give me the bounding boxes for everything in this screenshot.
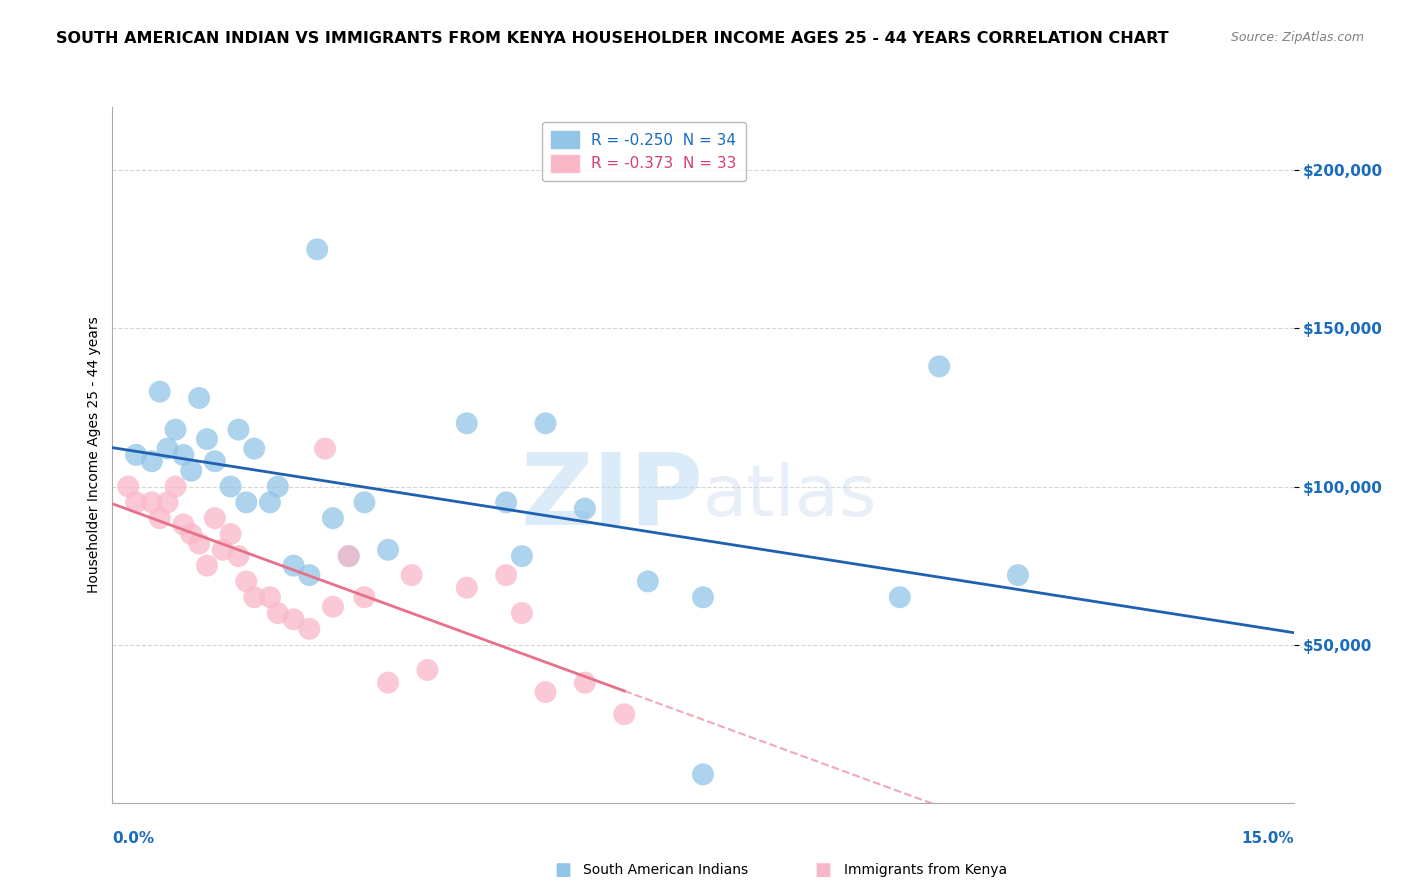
Point <box>510 606 533 620</box>
Point <box>283 558 305 573</box>
Point <box>149 384 172 399</box>
Text: South American Indians: South American Indians <box>583 863 748 877</box>
Point <box>125 448 148 462</box>
Point <box>172 448 194 462</box>
Point <box>298 622 321 636</box>
Point <box>235 574 257 589</box>
Point <box>228 423 250 437</box>
Point <box>574 501 596 516</box>
Point <box>298 568 321 582</box>
Point <box>692 591 714 605</box>
Point <box>337 549 360 563</box>
Point <box>337 549 360 563</box>
Point <box>613 707 636 722</box>
Text: 0.0%: 0.0% <box>112 831 155 846</box>
Point <box>928 359 950 374</box>
Point <box>377 675 399 690</box>
Point <box>456 581 478 595</box>
Point <box>692 767 714 781</box>
Legend: R = -0.250  N = 34, R = -0.373  N = 33: R = -0.250 N = 34, R = -0.373 N = 33 <box>543 121 745 181</box>
Point <box>165 423 187 437</box>
Point <box>510 549 533 563</box>
Point <box>574 675 596 690</box>
Point <box>156 495 179 509</box>
Point <box>125 495 148 509</box>
Point <box>243 591 266 605</box>
Point <box>180 527 202 541</box>
Point <box>534 685 557 699</box>
Point <box>314 442 336 456</box>
Point <box>141 495 163 509</box>
Point <box>401 568 423 582</box>
Point <box>141 454 163 468</box>
Text: Immigrants from Kenya: Immigrants from Kenya <box>844 863 1007 877</box>
Point <box>416 663 439 677</box>
Point <box>353 591 375 605</box>
Point <box>322 511 344 525</box>
Text: SOUTH AMERICAN INDIAN VS IMMIGRANTS FROM KENYA HOUSEHOLDER INCOME AGES 25 - 44 Y: SOUTH AMERICAN INDIAN VS IMMIGRANTS FROM… <box>56 31 1168 46</box>
Point <box>637 574 659 589</box>
Point <box>228 549 250 563</box>
Point <box>307 243 329 257</box>
Point <box>889 591 911 605</box>
Point <box>180 464 202 478</box>
Point <box>149 511 172 525</box>
Point <box>267 606 290 620</box>
Point <box>353 495 375 509</box>
Point <box>259 495 281 509</box>
Point <box>495 568 517 582</box>
Point <box>156 442 179 456</box>
Text: atlas: atlas <box>703 462 877 531</box>
Point <box>1007 568 1029 582</box>
Point <box>495 495 517 509</box>
Point <box>195 558 218 573</box>
Text: ■: ■ <box>814 861 831 879</box>
Point <box>204 454 226 468</box>
Point <box>322 599 344 614</box>
Point <box>211 542 233 557</box>
Y-axis label: Householder Income Ages 25 - 44 years: Householder Income Ages 25 - 44 years <box>87 317 101 593</box>
Point <box>456 417 478 431</box>
Text: 15.0%: 15.0% <box>1241 831 1294 846</box>
Text: Source: ZipAtlas.com: Source: ZipAtlas.com <box>1230 31 1364 45</box>
Point <box>188 391 211 405</box>
Text: ■: ■ <box>554 861 571 879</box>
Point <box>377 542 399 557</box>
Text: ZIP: ZIP <box>520 448 703 545</box>
Point <box>283 612 305 626</box>
Point <box>188 536 211 550</box>
Point <box>219 479 242 493</box>
Point <box>219 527 242 541</box>
Point <box>243 442 266 456</box>
Point <box>117 479 139 493</box>
Point <box>172 517 194 532</box>
Point <box>259 591 281 605</box>
Point <box>235 495 257 509</box>
Point <box>195 432 218 446</box>
Point <box>267 479 290 493</box>
Point <box>165 479 187 493</box>
Point <box>204 511 226 525</box>
Point <box>534 417 557 431</box>
